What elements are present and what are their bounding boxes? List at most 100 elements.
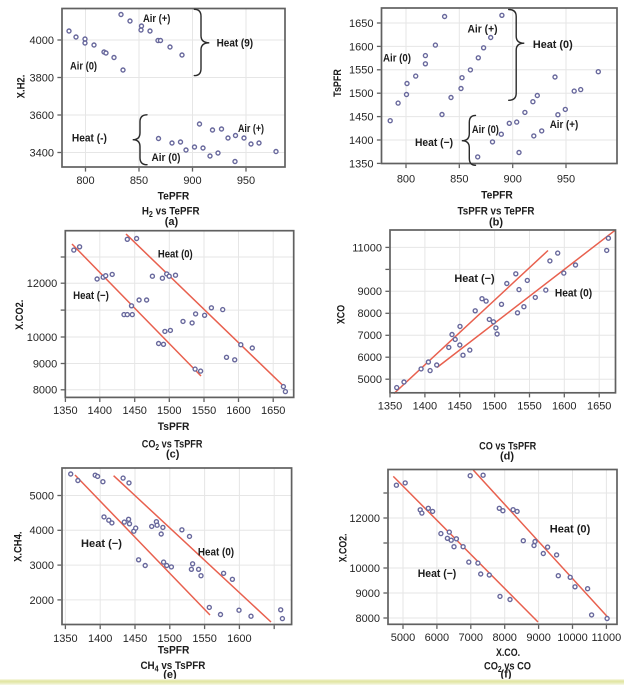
svg-text:2000: 2000	[30, 595, 54, 607]
svg-text:9000: 9000	[358, 286, 382, 298]
svg-text:7000: 7000	[459, 632, 483, 644]
svg-text:1450: 1450	[349, 112, 373, 124]
svg-text:10000: 10000	[27, 332, 58, 344]
svg-text:XCO: XCO	[335, 304, 347, 324]
svg-text:5000: 5000	[358, 374, 382, 386]
svg-text:1450: 1450	[447, 401, 471, 413]
svg-text:5000: 5000	[391, 632, 415, 644]
svg-text:Heat (9): Heat (9)	[217, 37, 254, 49]
svg-text:X.CO2.: X.CO2.	[14, 300, 26, 330]
svg-text:(a): (a)	[165, 216, 179, 228]
svg-text:1600: 1600	[349, 41, 373, 53]
svg-text:1650: 1650	[587, 401, 611, 413]
svg-text:1550: 1550	[349, 65, 373, 77]
svg-text:10000: 10000	[349, 563, 380, 575]
svg-text:(b): (b)	[489, 216, 503, 228]
svg-text:CO vs TsPFR: CO vs TsPFR	[479, 441, 536, 453]
svg-text:850: 850	[450, 173, 468, 185]
svg-text:12000: 12000	[27, 278, 58, 290]
svg-text:3400: 3400	[30, 147, 54, 159]
svg-text:3800: 3800	[30, 72, 54, 84]
svg-text:900: 900	[504, 173, 522, 185]
svg-text:TePFR: TePFR	[158, 190, 190, 202]
svg-text:X.H2.: X.H2.	[15, 75, 27, 99]
svg-text:850: 850	[130, 175, 148, 187]
svg-text:Heat (−): Heat (−)	[81, 538, 122, 550]
svg-text:CH4​ vs TsPFR: CH4​ vs TsPFR	[140, 660, 205, 674]
svg-text:Air (+): Air (+)	[238, 123, 264, 135]
svg-text:11000: 11000	[352, 242, 382, 254]
svg-text:TsPFR: TsPFR	[158, 421, 190, 433]
svg-text:1400: 1400	[413, 401, 437, 413]
svg-text:1650: 1650	[349, 18, 373, 30]
svg-text:CO2​ vs TsPFR: CO2​ vs TsPFR	[142, 439, 203, 453]
svg-text:8000: 8000	[358, 308, 382, 320]
svg-text:1350: 1350	[53, 405, 77, 417]
svg-text:TePFR: TePFR	[481, 189, 513, 201]
svg-text:1500: 1500	[349, 88, 373, 100]
svg-text:1450: 1450	[122, 405, 146, 417]
svg-text:900: 900	[183, 175, 201, 187]
svg-text:6000: 6000	[425, 632, 449, 644]
svg-text:Heat (0): Heat (0)	[550, 523, 591, 535]
svg-text:X.CO2.: X.CO2.	[338, 534, 350, 563]
svg-text:10000: 10000	[557, 632, 588, 644]
svg-text:X.CH4.: X.CH4.	[12, 532, 24, 562]
svg-text:800: 800	[397, 173, 415, 185]
svg-text:Heat (0): Heat (0)	[158, 248, 193, 260]
svg-text:Heat (−): Heat (−)	[73, 290, 109, 302]
svg-text:(c): (c)	[166, 449, 180, 461]
svg-text:Air (0): Air (0)	[472, 124, 499, 136]
svg-text:Heat (0): Heat (0)	[198, 546, 235, 558]
svg-text:8000: 8000	[492, 632, 516, 644]
svg-text:3000: 3000	[30, 560, 54, 572]
svg-text:950: 950	[237, 175, 255, 187]
svg-text:1550: 1550	[192, 633, 216, 645]
svg-text:1400: 1400	[88, 405, 112, 417]
svg-text:CO2​ vs CO: CO2​ vs CO	[484, 660, 531, 674]
svg-text:8000: 8000	[33, 385, 57, 397]
svg-text:9000: 9000	[526, 632, 550, 644]
svg-text:(f): (f)	[501, 669, 512, 681]
svg-text:X.CO.: X.CO.	[496, 647, 520, 659]
svg-text:1350: 1350	[53, 633, 77, 645]
svg-text:4000: 4000	[30, 35, 54, 47]
svg-text:1500: 1500	[157, 405, 181, 417]
svg-text:Heat (0): Heat (0)	[533, 39, 573, 51]
svg-text:1550: 1550	[517, 401, 541, 413]
svg-text:1650: 1650	[261, 405, 285, 417]
svg-text:3600: 3600	[30, 110, 54, 122]
svg-text:950: 950	[557, 173, 575, 185]
svg-text:(e): (e)	[163, 669, 177, 681]
svg-text:Heat (−): Heat (−)	[454, 273, 495, 285]
svg-text:1400: 1400	[88, 633, 112, 645]
svg-text:Heat (-): Heat (-)	[72, 132, 107, 144]
svg-text:1500: 1500	[158, 633, 182, 645]
svg-text:Heat (−): Heat (−)	[418, 568, 457, 580]
svg-text:1350: 1350	[349, 158, 373, 170]
svg-text:5000: 5000	[30, 490, 54, 502]
svg-text:11000: 11000	[592, 632, 622, 644]
svg-text:Air (0): Air (0)	[70, 60, 97, 72]
svg-text:1600: 1600	[226, 405, 250, 417]
svg-text:H2​ vs TePFR: H2​ vs TePFR	[142, 205, 200, 219]
svg-text:Air (0): Air (0)	[152, 152, 181, 164]
svg-text:1400: 1400	[349, 135, 373, 147]
svg-text:TsPFR vs TePFR: TsPFR vs TePFR	[458, 206, 535, 218]
svg-text:Air (0): Air (0)	[383, 52, 411, 64]
svg-text:Air (+): Air (+)	[550, 119, 579, 131]
svg-text:8000: 8000	[356, 613, 380, 625]
svg-text:1350: 1350	[378, 401, 402, 413]
svg-text:TsPFR: TsPFR	[158, 645, 190, 657]
svg-text:Air (+): Air (+)	[143, 13, 171, 25]
svg-text:TsPFR: TsPFR	[332, 69, 344, 97]
svg-text:7000: 7000	[358, 330, 382, 342]
svg-text:6000: 6000	[358, 352, 382, 364]
svg-text:(d): (d)	[500, 451, 514, 463]
svg-text:1600: 1600	[227, 633, 251, 645]
svg-text:12000: 12000	[349, 513, 380, 525]
svg-text:Heat (−): Heat (−)	[415, 137, 453, 149]
svg-text:1600: 1600	[552, 401, 576, 413]
svg-text:800: 800	[76, 175, 94, 187]
svg-text:1550: 1550	[192, 405, 216, 417]
